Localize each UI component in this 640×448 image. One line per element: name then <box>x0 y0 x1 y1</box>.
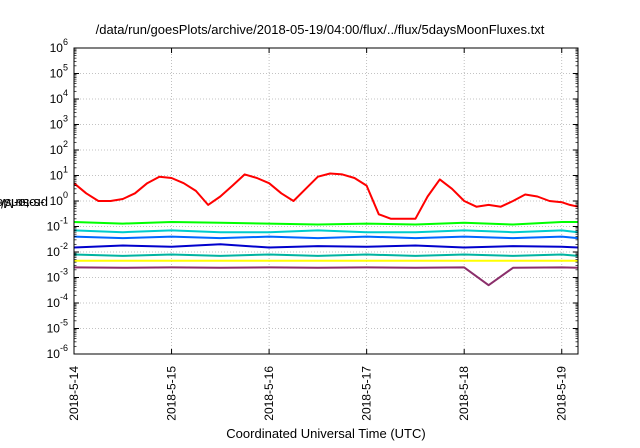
y-tick-label: 10-3 <box>47 267 68 285</box>
x-tick-label: 2018-5-14 <box>67 366 81 421</box>
chart-title: /data/run/goesPlots/archive/2018-05-19/0… <box>95 22 545 37</box>
y-tick-label: 10-1 <box>47 216 68 234</box>
y-tick-label: 10-5 <box>47 318 68 336</box>
x-tick-label: 2018-5-19 <box>555 366 569 421</box>
x-tick-label: 2018-5-16 <box>262 366 276 421</box>
y-tick-label: 10-4 <box>47 292 68 310</box>
y-tick-label: 10-6 <box>47 343 68 361</box>
y-tick-label: 104 <box>50 88 68 106</box>
series-line-4 <box>73 243 579 249</box>
y-tick-label: 101 <box>50 165 68 183</box>
series-line-7 <box>73 266 579 287</box>
y-tick-label: 106 <box>50 37 68 55</box>
y-tick-label: 103 <box>50 114 68 132</box>
x-tick-label: 2018-5-17 <box>360 366 374 421</box>
x-axis-label: Coordinated Universal Time (UTC) <box>226 426 426 441</box>
y-tick-label: 102 <box>50 139 68 157</box>
axes: 10-6 10-5 10-4 10-3 10-2 10-1 100 101 102 103 104 1… <box>47 37 578 421</box>
y-tick-label: 100 <box>50 190 68 208</box>
x-tick-label: 2018-5-15 <box>165 366 179 421</box>
series-line-5 <box>73 253 579 257</box>
series-layer <box>73 172 579 287</box>
series-line-2 <box>73 229 579 234</box>
grid-lines <box>74 48 578 354</box>
y-tick-label: 10-2 <box>47 241 68 259</box>
series-line-0 <box>73 172 579 220</box>
y-tick-label: 105 <box>50 63 68 81</box>
series-line-1 <box>73 221 578 226</box>
series-line-3 <box>73 235 579 240</box>
x-tick-label: 2018-5-18 <box>457 366 471 421</box>
